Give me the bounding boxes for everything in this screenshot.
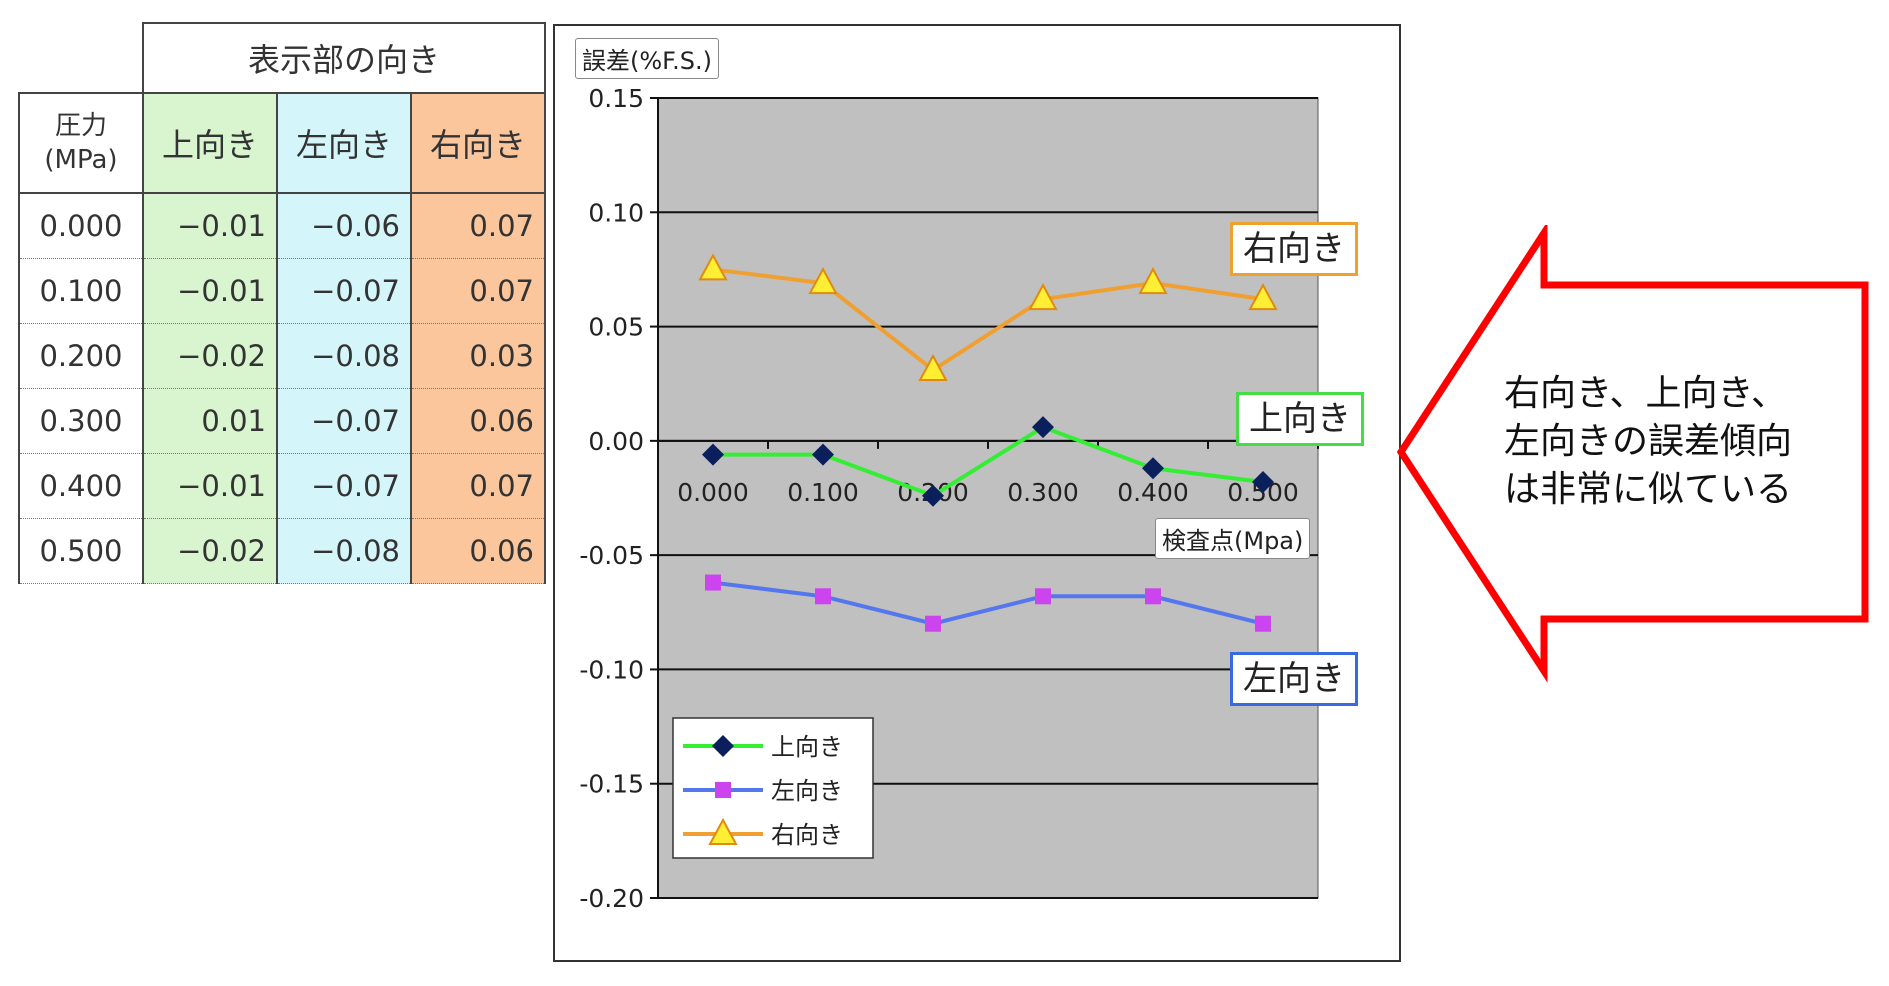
- legend-label: 上向き: [771, 733, 843, 761]
- data-point: [1032, 416, 1054, 439]
- data-point: [712, 735, 734, 757]
- up-cell: 0.01: [142, 388, 278, 454]
- y-tick-label: -0.05: [579, 541, 644, 570]
- up-cell: −0.01: [142, 453, 278, 519]
- data-point: [1248, 283, 1278, 311]
- table-row: 0.000 −0.01 −0.06 0.07: [18, 192, 546, 259]
- table-row: 0.300 0.01 −0.07 0.06: [18, 388, 546, 454]
- data-point: [812, 443, 834, 466]
- data-point: [925, 615, 941, 632]
- data-point: [702, 443, 724, 466]
- y-tick-label: 0.15: [588, 84, 644, 113]
- x-tick-label: 0.400: [1117, 478, 1189, 507]
- pressure-cell: 0.000: [18, 192, 144, 259]
- up-cell: −0.01: [142, 258, 278, 324]
- right-cell: 0.06: [410, 388, 546, 454]
- x-tick-label: 0.000: [677, 478, 749, 507]
- callout-right: 右向き: [1230, 222, 1358, 276]
- up-cell: −0.02: [142, 518, 278, 584]
- data-point: [1145, 588, 1161, 605]
- table-row: 0.500 −0.02 −0.08 0.06: [18, 518, 546, 584]
- pressure-cell: 0.300: [18, 388, 144, 454]
- left-cell: −0.08: [276, 518, 412, 584]
- callout-left: 左向き: [1230, 652, 1358, 706]
- data-point: [1252, 471, 1274, 493]
- data-point: [922, 484, 944, 507]
- left-cell: −0.07: [276, 388, 412, 454]
- table-corner: [19, 23, 144, 94]
- series-line: [712, 267, 1264, 373]
- legend-label: 右向き: [771, 821, 843, 849]
- pressure-header-line2: (MPa): [44, 145, 118, 175]
- arrow-note-line1: 右向き、上向き、: [1504, 373, 1787, 414]
- y-tick-label: -0.20: [579, 884, 644, 913]
- data-point: [815, 588, 831, 605]
- pressure-header: 圧力 (MPa): [18, 92, 144, 194]
- table-row: 0.200 −0.02 −0.08 0.03: [18, 323, 546, 389]
- left-cell: −0.07: [276, 258, 412, 324]
- data-point: [808, 267, 838, 295]
- y-tick-label: 0.10: [588, 198, 644, 227]
- pressure-header-line1: 圧力: [54, 111, 107, 141]
- data-point: [1138, 267, 1168, 295]
- y-axis-label: 誤差(%F.S.): [575, 38, 719, 79]
- y-tick-label: -0.15: [579, 770, 644, 799]
- right-cell: 0.03: [410, 323, 546, 389]
- data-point: [1035, 588, 1051, 605]
- data-point: [708, 817, 738, 845]
- arrow-note-line2: 左向きの誤差傾向: [1504, 421, 1793, 462]
- series-line: [713, 424, 1264, 498]
- y-tick-label: 0.05: [588, 313, 644, 342]
- column-header-right: 右向き: [410, 92, 546, 194]
- right-cell: 0.07: [410, 258, 546, 324]
- callout-up: 上向き: [1236, 392, 1364, 446]
- left-cell: −0.08: [276, 323, 412, 389]
- data-point: [1255, 615, 1271, 632]
- right-cell: 0.07: [410, 453, 546, 519]
- data-point: [698, 253, 728, 281]
- up-cell: −0.02: [142, 323, 278, 389]
- left-arrow-shape: [1396, 225, 1869, 683]
- data-point: [1028, 283, 1058, 311]
- y-tick-label: -0.10: [579, 655, 644, 684]
- arrow-note: 右向き、上向き、 左向きの誤差傾向 は非常に似ている: [1504, 370, 1876, 514]
- table-row: 0.100 −0.01 −0.07 0.07: [18, 258, 546, 324]
- arrow-note-line3: は非常に似ている: [1504, 469, 1793, 510]
- data-point: [918, 353, 948, 381]
- left-cell: −0.07: [276, 453, 412, 519]
- column-header-up: 上向き: [142, 92, 278, 194]
- data-table: 表示部の向き 圧力 (MPa) 上向き 左向き 右向き 0.000 −0.01 …: [18, 22, 546, 584]
- data-point: [715, 782, 731, 798]
- y-tick-label: 0.00: [588, 427, 644, 456]
- column-header-left: 左向き: [276, 92, 412, 194]
- pressure-cell: 0.100: [18, 258, 144, 324]
- x-tick-label: 0.100: [787, 478, 859, 507]
- up-cell: −0.01: [142, 192, 278, 259]
- pressure-cell: 0.400: [18, 453, 144, 519]
- data-point: [705, 574, 721, 591]
- legend-label: 左向き: [771, 777, 843, 805]
- right-cell: 0.07: [410, 192, 546, 259]
- x-tick-label: 0.300: [1007, 478, 1079, 507]
- pressure-cell: 0.200: [18, 323, 144, 389]
- pressure-cell: 0.500: [18, 518, 144, 584]
- data-point: [1142, 457, 1164, 480]
- group-header: 表示部の向き: [142, 22, 546, 94]
- table-row: 0.400 −0.01 −0.07 0.07: [18, 453, 546, 519]
- x-axis-label: 検査点(Mpa): [1155, 518, 1311, 559]
- right-cell: 0.06: [410, 518, 546, 584]
- series-line: [712, 580, 1264, 626]
